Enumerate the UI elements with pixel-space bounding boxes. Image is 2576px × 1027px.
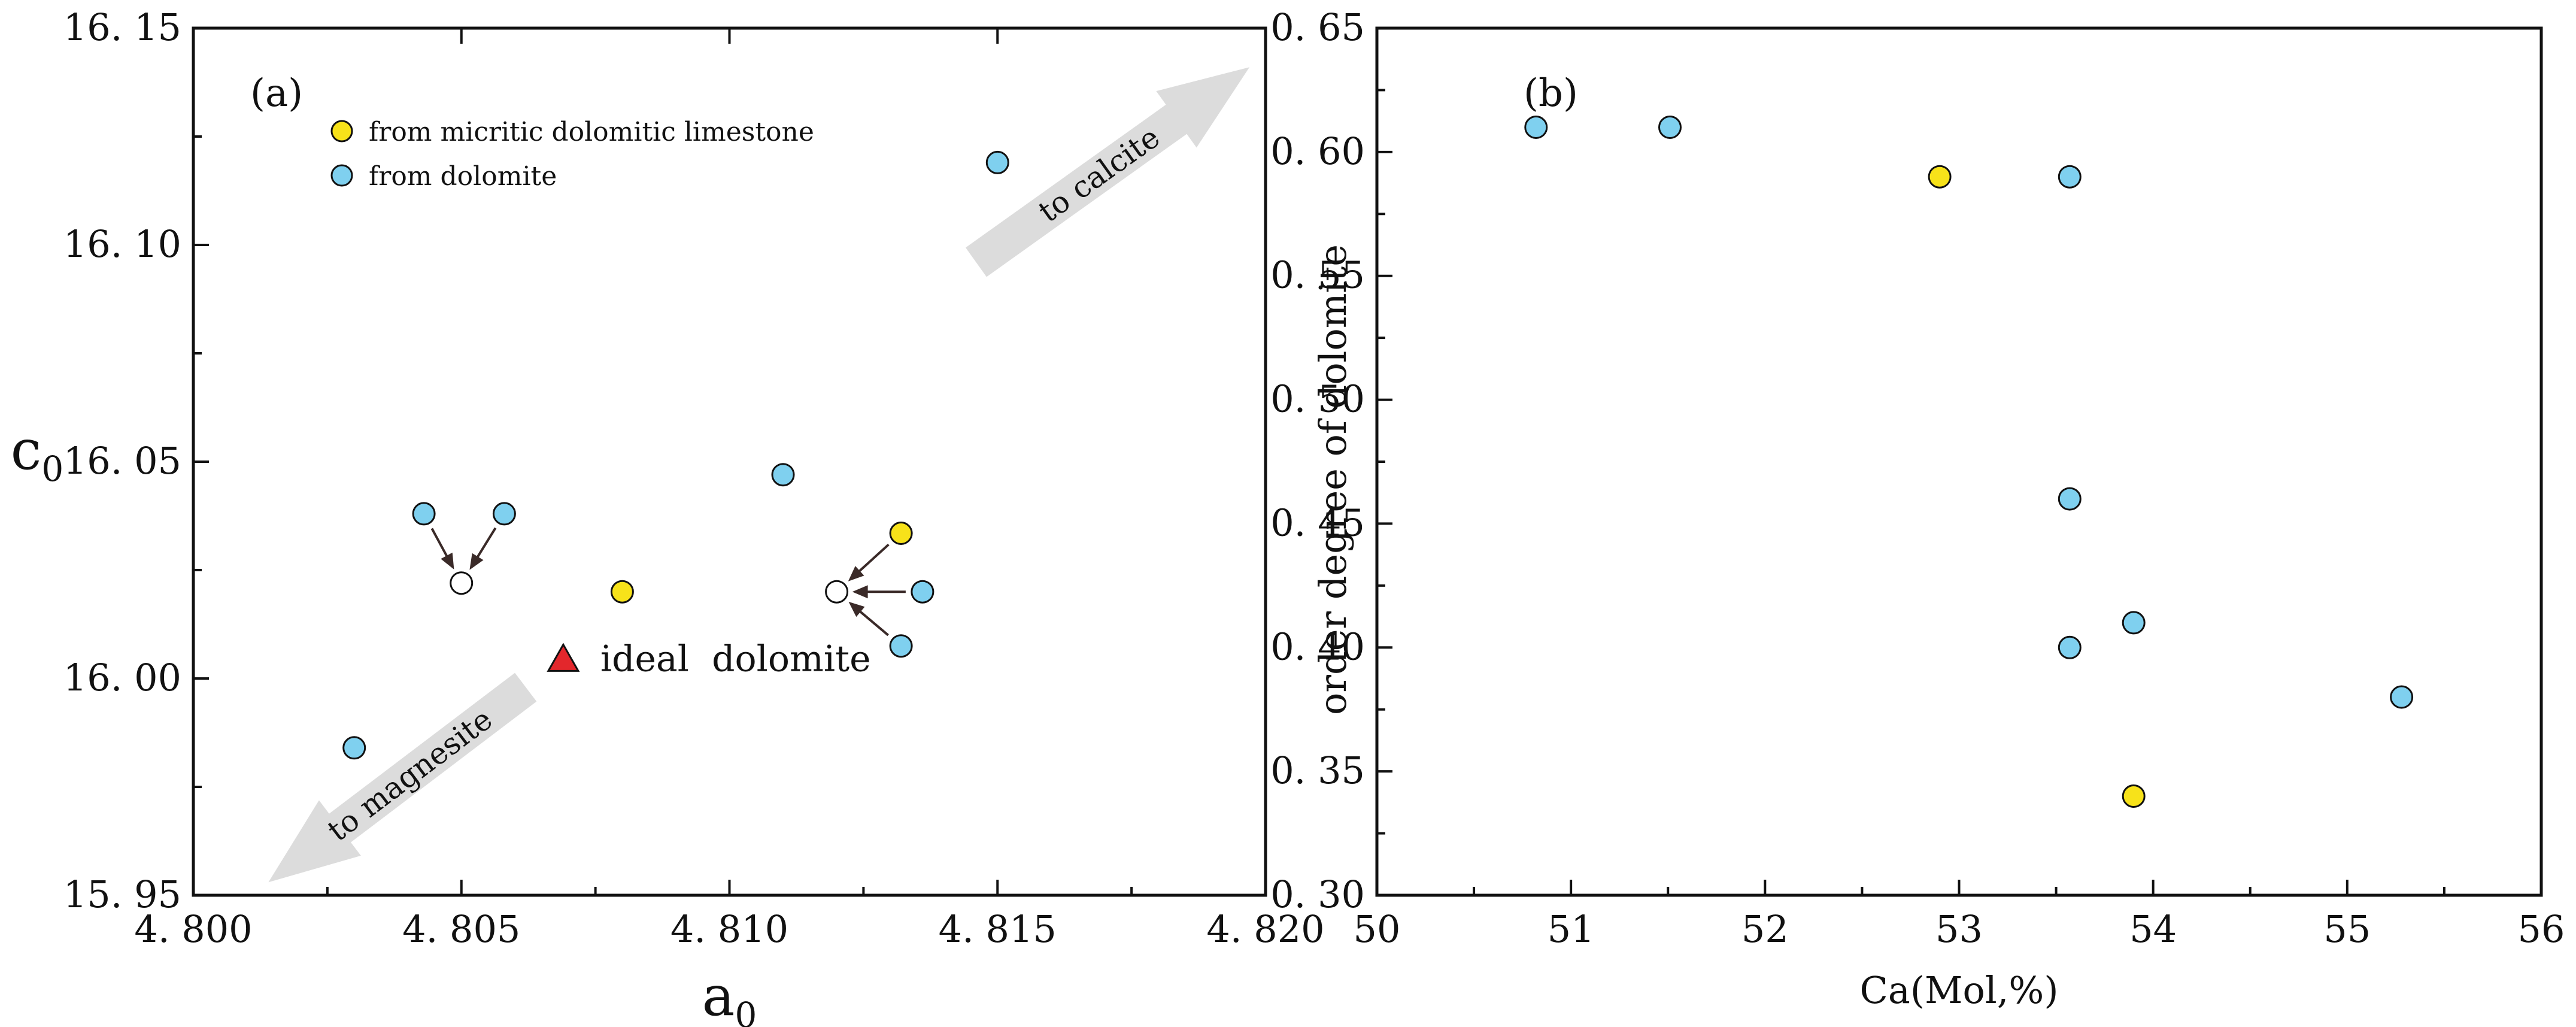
x-tick-label: 4. 805 <box>402 907 520 951</box>
legend-marker-dolomite <box>330 164 353 187</box>
y-tick-label: 16. 10 <box>63 222 181 266</box>
trend-arrow-label: to magnesite <box>321 702 499 849</box>
trend-arrow-band <box>268 672 537 883</box>
y-axis-title-b: order degree of dolomite <box>1311 244 1355 715</box>
x-tick-label: 50 <box>1354 907 1401 951</box>
convergence-arrows <box>430 527 906 637</box>
x-tick-label: 55 <box>2323 907 2371 951</box>
y-tick-label: 16. 00 <box>63 656 181 699</box>
plot-frame-b <box>1375 26 2543 897</box>
panel-a: to calcite to magnesite 4. 800 4. 805 4. 81… <box>11 5 1325 1027</box>
point-limestone <box>889 522 913 545</box>
y-tick-label: 0. 60 <box>1270 129 1365 173</box>
convergence-arrow-head <box>469 553 484 570</box>
point-dolomite <box>911 580 934 604</box>
legend-label-dolomite: from dolomite <box>369 161 557 192</box>
legend-label-limestone: from micritic dolomitic limestone <box>369 117 814 147</box>
trend-arrow-label: to calcite <box>1032 120 1166 229</box>
legend-a: from micritic dolomitic limestone from d… <box>330 117 814 192</box>
panel-label-b: (b) <box>1524 71 1578 116</box>
panel-b: 50 51 52 53 54 55 56 0. 30 0. 35 0. 40 0. 45 0. 50 0… <box>1270 5 2565 1012</box>
point-limestone <box>1928 165 1952 189</box>
point-hollow <box>825 580 849 604</box>
convergence-arrow-head <box>848 601 865 617</box>
panel-label-a: (a) <box>250 71 303 116</box>
x-tick-label: 51 <box>1548 907 1595 951</box>
axis-ticks-a: 4. 800 4. 805 4. 810 4. 815 4. 820 15. 95 16. … <box>63 5 1325 951</box>
point-dolomite <box>2058 165 2082 189</box>
x-tick-label: 52 <box>1741 907 1789 951</box>
x-tick-label: 54 <box>2129 907 2177 951</box>
y-tick-label: 0. 35 <box>1270 749 1365 792</box>
convergence-arrow-line <box>855 543 890 575</box>
convergence-arrow-head <box>848 566 864 581</box>
x-axis-title-b: Ca(Mol,%) <box>1859 968 2058 1012</box>
ideal-dolomite-marker <box>547 643 580 672</box>
convergence-arrow-head <box>852 585 868 599</box>
point-dolomite <box>985 150 1009 174</box>
point-dolomite <box>2058 635 2082 659</box>
point-dolomite <box>1524 116 1548 139</box>
trend-arrow-band <box>966 67 1250 277</box>
point-dolomite <box>2058 487 2082 511</box>
convergence-arrow-line <box>855 608 889 637</box>
point-dolomite <box>492 502 516 526</box>
point-dolomite <box>412 502 436 526</box>
y-tick-label: 0. 55 <box>1270 253 1365 297</box>
y-tick-label: 15. 95 <box>63 873 181 916</box>
point-dolomite <box>2122 611 2146 635</box>
x-tick-label: 4. 815 <box>939 907 1057 951</box>
data-points-b <box>1524 116 2414 808</box>
y-tick-label: 16. 15 <box>63 5 181 49</box>
x-tick-label: 4. 820 <box>1206 907 1324 951</box>
y-axis-title-a: c0 <box>11 418 63 489</box>
x-tick-label: 4. 800 <box>134 907 252 951</box>
convergence-arrow-line <box>430 528 450 561</box>
y-tick-label: 0. 50 <box>1270 377 1365 421</box>
convergence-arrow-line <box>474 527 497 562</box>
point-dolomite <box>2390 685 2414 709</box>
point-limestone <box>610 580 634 604</box>
point-hollow <box>450 571 474 595</box>
y-tick-label: 0. 65 <box>1270 5 1365 49</box>
y-tick-label: 16. 05 <box>63 439 181 483</box>
y-axis-title-base: c <box>11 418 42 482</box>
x-axis-title-base: a <box>702 964 735 1027</box>
x-tick-label: 4. 810 <box>670 907 788 951</box>
point-dolomite <box>889 634 913 658</box>
ideal-dolomite-label: ideal dolomite <box>600 638 871 680</box>
point-dolomite <box>342 736 366 760</box>
y-axis-title-subscript: 0 <box>41 449 63 489</box>
point-dolomite <box>1658 116 1682 139</box>
point-limestone <box>2122 784 2146 808</box>
y-tick-label: 0. 40 <box>1270 625 1365 668</box>
x-tick-label: 56 <box>2518 907 2565 951</box>
x-axis-title-a: a0 <box>702 964 757 1027</box>
point-dolomite <box>771 463 795 487</box>
y-tick-label: 0. 30 <box>1270 873 1365 916</box>
y-tick-label: 0. 45 <box>1270 501 1365 544</box>
legend-marker-limestone <box>330 120 353 143</box>
x-axis-title-subscript: 0 <box>735 995 757 1027</box>
convergence-arrow-head <box>441 552 454 569</box>
x-tick-label: 53 <box>1935 907 1983 951</box>
data-points-a <box>342 150 1009 760</box>
axis-ticks-b: 50 51 52 53 54 55 56 0. 30 0. 35 0. 40 0. 45 0. 50 0… <box>1270 5 2565 951</box>
